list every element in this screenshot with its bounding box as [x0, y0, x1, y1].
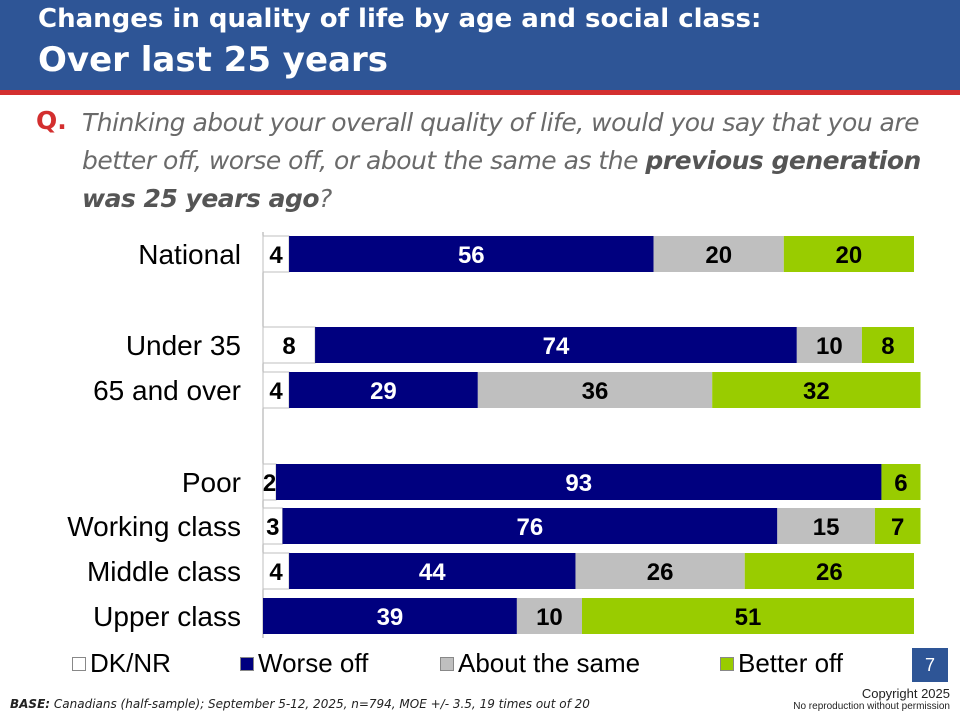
question-text-start: Thinking about your overall quality of l… — [82, 108, 920, 175]
value-label-65-and-over-dk-nr: 4 — [269, 378, 283, 405]
bar-working-class-about-the-same — [777, 508, 875, 544]
category-label-65-and-over: 65 and over — [93, 375, 241, 406]
bar-poor-better-off — [881, 464, 921, 500]
category-label-upper-class: Upper class — [93, 601, 241, 632]
bar-under-35-better-off — [861, 327, 914, 363]
value-label-national-better-off: 20 — [836, 242, 863, 269]
bar-national-about-the-same — [653, 236, 784, 272]
value-label-middle-class-about-the-same: 26 — [647, 559, 674, 586]
value-label-middle-class-dk-nr: 4 — [269, 559, 283, 586]
value-label-65-and-over-about-the-same: 36 — [582, 378, 609, 405]
legend-item-better-off: Better off — [720, 648, 843, 679]
category-label-middle-class: Middle class — [87, 556, 241, 587]
value-label-national-dk-nr: 4 — [269, 242, 283, 269]
title-banner: Changes in quality of life by age and so… — [0, 0, 960, 90]
bar-national-worse-off — [289, 236, 654, 272]
bar-national-better-off — [783, 236, 914, 272]
reproduction-notice: No reproduction without permission — [793, 701, 950, 712]
bar-upper-class-about-the-same — [516, 598, 582, 634]
copyright-text: Copyright 2025 — [861, 686, 950, 701]
question-text-emphasis: previous generation was 25 years ago — [82, 146, 921, 213]
value-label-under-35-dk-nr: 8 — [282, 333, 295, 360]
value-label-under-35-better-off: 8 — [881, 333, 894, 360]
value-label-upper-class-worse-off: 39 — [377, 604, 404, 631]
value-label-national-worse-off: 56 — [458, 242, 485, 269]
legend-swatch-worse-off — [240, 656, 254, 671]
bar-65-and-over-worse-off — [289, 372, 478, 408]
legend-item-dk-nr: DK/NR — [72, 648, 171, 679]
base-note: BASE: Canadians (half-sample); September… — [10, 697, 590, 711]
question-text: Thinking about your overall quality of l… — [82, 104, 952, 218]
bar-upper-class-better-off — [581, 598, 914, 634]
category-label-working-class: Working class — [67, 511, 241, 542]
bar-under-35-about-the-same — [796, 327, 862, 363]
legend-swatch-better-off — [720, 656, 734, 671]
value-label-working-class-about-the-same: 15 — [813, 514, 840, 541]
bar-working-class-worse-off — [282, 508, 778, 544]
value-label-upper-class-about-the-same: 10 — [536, 604, 563, 631]
value-label-65-and-over-better-off: 32 — [803, 378, 830, 405]
slide-subtitle: Over last 25 years — [38, 40, 388, 80]
value-label-working-class-worse-off: 76 — [517, 514, 544, 541]
value-label-working-class-dk-nr: 3 — [266, 514, 279, 541]
bar-middle-class-worse-off — [289, 553, 576, 589]
value-label-under-35-about-the-same: 10 — [816, 333, 843, 360]
question-text-end: ? — [319, 184, 332, 213]
bar-middle-class-about-the-same — [575, 553, 745, 589]
bar-working-class-better-off — [874, 508, 921, 544]
legend-label-about-same: About the same — [458, 648, 641, 678]
legend-item-worse-off: Worse off — [240, 648, 368, 679]
value-label-poor-better-off: 6 — [894, 470, 907, 497]
legend-label-better-off: Better off — [738, 648, 844, 678]
value-label-working-class-better-off: 7 — [891, 514, 904, 541]
value-label-middle-class-worse-off: 44 — [419, 559, 446, 586]
bar-middle-class-better-off — [744, 553, 914, 589]
question-marker: Q. — [36, 106, 67, 135]
legend-label-worse-off: Worse off — [258, 648, 369, 678]
bar-under-35-dk-nr — [262, 326, 316, 364]
page-number: 7 — [912, 648, 948, 682]
bar-under-35-worse-off — [315, 327, 797, 363]
base-text: Canadians (half-sample); September 5-12,… — [50, 697, 590, 711]
category-label-poor: Poor — [182, 467, 241, 498]
value-label-poor-dk-nr: 2 — [263, 470, 276, 497]
legend-swatch-dk-nr — [72, 656, 86, 671]
slide-title: Changes in quality of life by age and so… — [38, 4, 762, 34]
value-label-upper-class-better-off: 51 — [735, 604, 762, 631]
value-label-under-35-worse-off: 74 — [543, 333, 570, 360]
header-divider — [0, 90, 960, 95]
legend-swatch-about-same — [440, 656, 454, 671]
bar-middle-class-dk-nr — [262, 552, 290, 590]
category-label-national: National — [138, 239, 241, 270]
chart-legend: DK/NR Worse off About the same Better of… — [72, 648, 872, 682]
legend-item-about-same: About the same — [440, 648, 640, 679]
copyright-notice: Copyright 2025 No reproduction without p… — [793, 686, 950, 712]
value-label-poor-worse-off: 93 — [565, 470, 592, 497]
legend-label-dk-nr: DK/NR — [90, 648, 171, 678]
value-label-national-about-the-same: 20 — [705, 242, 732, 269]
base-label: BASE: — [10, 697, 51, 711]
value-label-65-and-over-worse-off: 29 — [370, 378, 397, 405]
bar-65-and-over-better-off — [712, 372, 921, 408]
category-label-under-35: Under 35 — [126, 330, 241, 361]
bar-65-and-over-about-the-same — [477, 372, 713, 408]
bar-65-and-over-dk-nr — [262, 371, 290, 409]
bar-poor-worse-off — [276, 464, 882, 500]
value-label-middle-class-better-off: 26 — [816, 559, 843, 586]
bar-upper-class-worse-off — [263, 598, 517, 634]
